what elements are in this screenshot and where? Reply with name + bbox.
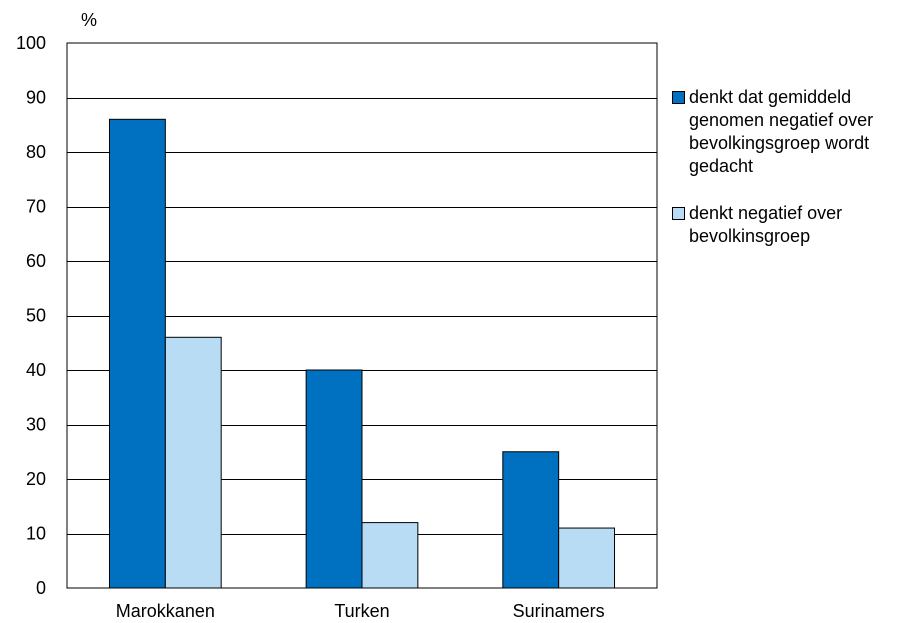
bar-surinamers-series-1 [502, 451, 560, 589]
bar-marokkanen-series-2 [164, 336, 222, 589]
y-tick-label-80: 80 [26, 142, 46, 162]
plot-area-frame [66, 42, 658, 589]
legend-label-series-1: denkt dat gemiddeld genomen negatief ove… [689, 87, 874, 176]
y-tick-label-100: 100 [16, 33, 46, 53]
legend-item-series-2: denkt negatief over bevolkinsgroep [672, 202, 920, 248]
bar-surinamers-series-2 [558, 527, 616, 589]
y-tick-label-90: 90 [26, 88, 46, 108]
legend: denkt dat gemiddeld genomen negatief ove… [672, 86, 920, 272]
x-tick-label-surinamers: Surinamers [513, 601, 605, 621]
y-tick-label-0: 0 [36, 578, 46, 598]
y-tick-label-40: 40 [26, 360, 46, 380]
legend-label-series-2: denkt negatief over bevolkinsgroep [689, 203, 843, 246]
legend-swatch-series-2 [672, 207, 685, 220]
y-tick-label-30: 30 [26, 415, 46, 435]
legend-swatch-series-1 [672, 91, 685, 104]
bar-marokkanen-series-1 [108, 118, 166, 589]
x-tick-label-marokkanen: Marokkanen [116, 601, 215, 621]
bar-turken-series-1 [305, 369, 363, 589]
y-axis-label: % [81, 10, 97, 30]
y-tick-label-10: 10 [26, 524, 46, 544]
y-axis-ticks: 0 10 20 30 40 50 60 70 80 90 100 [16, 33, 46, 598]
y-tick-label-50: 50 [26, 306, 46, 326]
y-tick-label-60: 60 [26, 251, 46, 271]
y-tick-label-70: 70 [26, 197, 46, 217]
bars [108, 118, 616, 589]
bar-turken-series-2 [361, 522, 419, 589]
x-tick-label-turken: Turken [334, 601, 389, 621]
y-tick-label-20: 20 [26, 469, 46, 489]
x-axis-ticks: Marokkanen Turken Surinamers [116, 601, 605, 621]
legend-item-series-1: denkt dat gemiddeld genomen negatief ove… [672, 86, 920, 178]
